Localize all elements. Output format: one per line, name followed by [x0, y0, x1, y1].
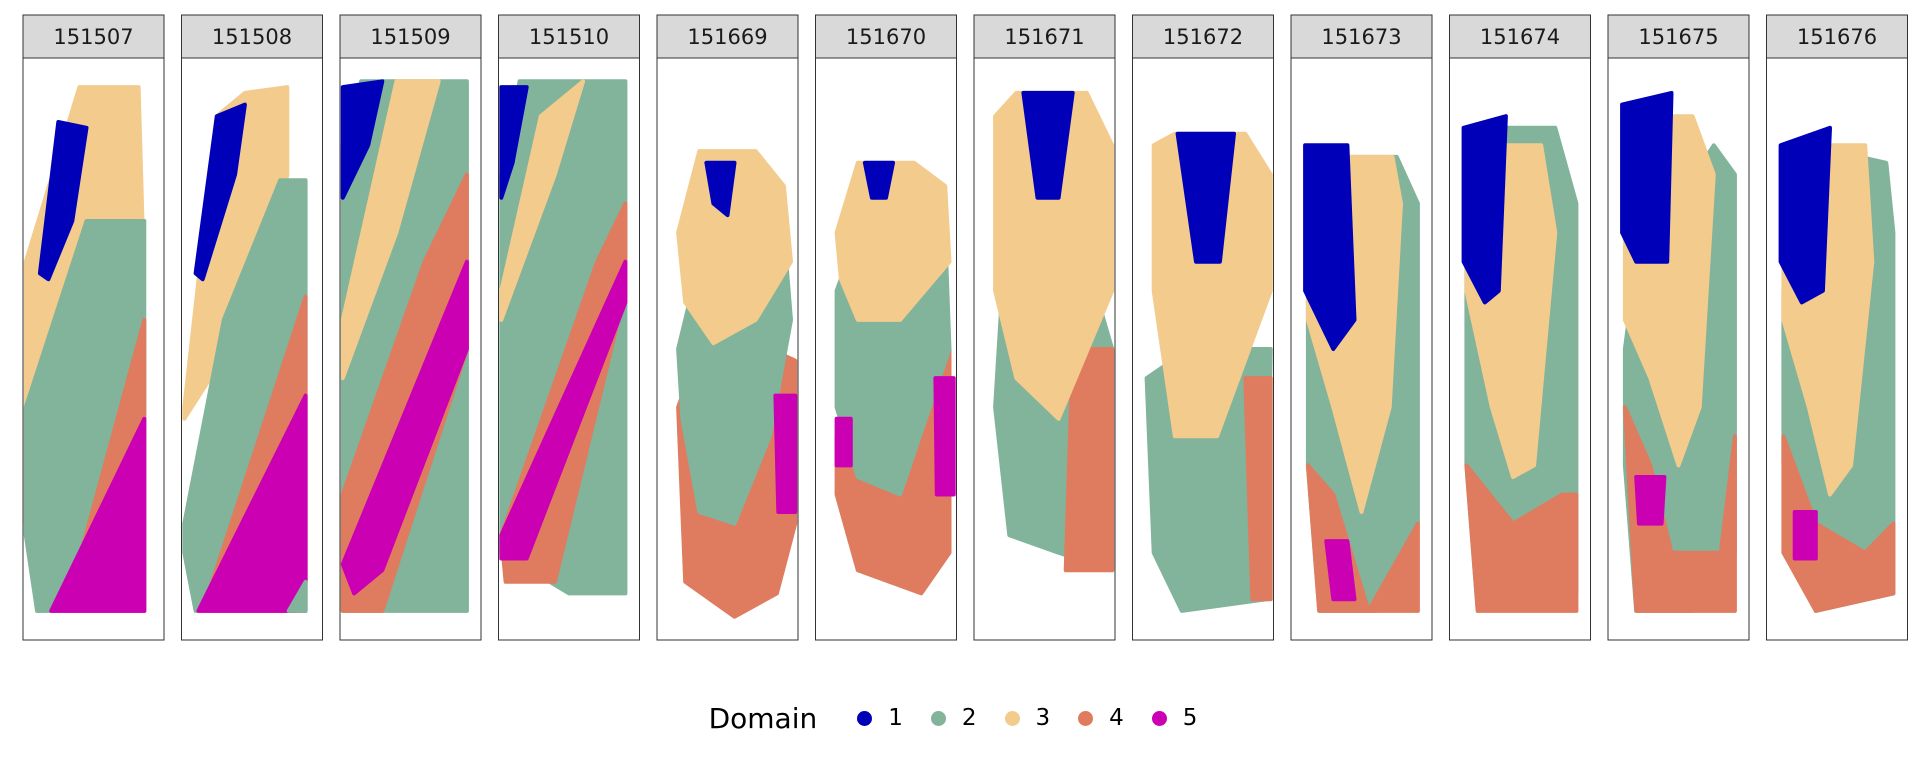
legend-label-1: 1 — [888, 705, 903, 731]
domain-5-region — [499, 259, 628, 561]
facet-label: 151510 — [529, 25, 609, 49]
facet-strip — [498, 14, 640, 59]
domain-1-region — [862, 160, 895, 200]
domain-1-region — [340, 79, 385, 200]
legend-item-4: 4 — [1078, 705, 1124, 731]
facet-strip — [339, 14, 482, 59]
domain-5-region — [1324, 539, 1357, 602]
facet-label: 151672 — [1163, 25, 1243, 49]
facet-151669: 151669 — [656, 14, 799, 641]
facet-label: 151509 — [370, 25, 450, 49]
facet-label: 151676 — [1797, 25, 1877, 49]
facet-label: 151669 — [687, 25, 767, 49]
domain-4-region — [1464, 463, 1579, 613]
facet-label: 151671 — [1004, 25, 1084, 49]
facet-strip — [1449, 14, 1591, 59]
legend-key-3 — [1004, 710, 1020, 726]
domain-5-region — [1792, 510, 1818, 561]
facet-151510: 151510 — [498, 14, 640, 641]
legend-label-5: 5 — [1182, 705, 1198, 731]
domain-5-region — [933, 376, 956, 497]
domain-5-region — [340, 259, 469, 596]
facet-151674: 151674 — [1449, 14, 1591, 641]
facet-151508: 151508 — [181, 14, 323, 641]
legend-key-1 — [857, 710, 873, 726]
facet-strip — [22, 14, 165, 59]
domain-5-region — [1634, 475, 1667, 526]
domain-1-region — [37, 120, 89, 282]
facet-label: 151675 — [1638, 25, 1718, 49]
domain-3-region — [676, 149, 793, 346]
legend-label-2: 2 — [961, 705, 977, 731]
facet-151671: 151671 — [973, 14, 1116, 641]
facet-151670: 151670 — [815, 14, 957, 641]
facet-strip — [1132, 14, 1274, 59]
facet-label: 151507 — [53, 25, 133, 49]
facet-strip — [181, 14, 323, 59]
legend-item-5: 5 — [1151, 705, 1198, 731]
domain-1-region — [499, 85, 529, 200]
legend-title: Domain — [708, 701, 818, 735]
facet-151673: 151673 — [1290, 14, 1433, 641]
domain-5-region — [834, 416, 853, 468]
domain-5-region — [49, 416, 147, 613]
legend-label-3: 3 — [1035, 705, 1051, 731]
legend-key-4 — [1078, 710, 1094, 726]
domain-3-region — [499, 79, 586, 322]
domain-4-region — [1781, 434, 1896, 613]
facet-151672: 151672 — [1132, 14, 1274, 641]
domain-4-region — [1243, 376, 1273, 602]
legend: Domain 1 2 3 4 5 — [0, 700, 1920, 736]
legend-item-1: 1 — [857, 705, 903, 731]
legend-key-2 — [930, 710, 946, 726]
domain-3-region — [340, 79, 441, 381]
domain-1-region — [1778, 125, 1832, 305]
facet-panels: 151507 151508 151509 151510 151669 151670 1516… — [22, 14, 1908, 641]
domain-1-region — [704, 160, 737, 218]
domain-4-region — [1063, 347, 1115, 573]
domain-1-region — [1303, 143, 1357, 351]
domain-1-region — [1175, 131, 1236, 264]
facet-strip — [1766, 14, 1908, 59]
facet-151675: 151675 — [1607, 14, 1750, 641]
facet-label: 151508 — [212, 25, 292, 49]
facet-151676: 151676 — [1766, 14, 1908, 641]
facet-label: 151670 — [846, 25, 926, 49]
facet-151507: 151507 — [22, 14, 165, 641]
domain-2-region — [286, 579, 308, 613]
facet-label: 151673 — [1321, 25, 1401, 49]
legend-item-2: 2 — [930, 705, 977, 731]
facet-label: 151674 — [1480, 25, 1560, 49]
domain-5-region — [773, 393, 798, 514]
legend-items: 1 2 3 4 5 — [843, 705, 1211, 731]
facet-151509: 151509 — [339, 14, 482, 641]
facet-strip — [1607, 14, 1750, 59]
legend-label-4: 4 — [1109, 705, 1124, 731]
domain-1-region — [1461, 114, 1508, 305]
domain-1-region — [1620, 90, 1674, 264]
legend-item-3: 3 — [1004, 705, 1051, 731]
legend-key-5 — [1151, 710, 1167, 726]
domain-1-region — [1021, 90, 1075, 200]
domain-1-region — [193, 102, 247, 282]
